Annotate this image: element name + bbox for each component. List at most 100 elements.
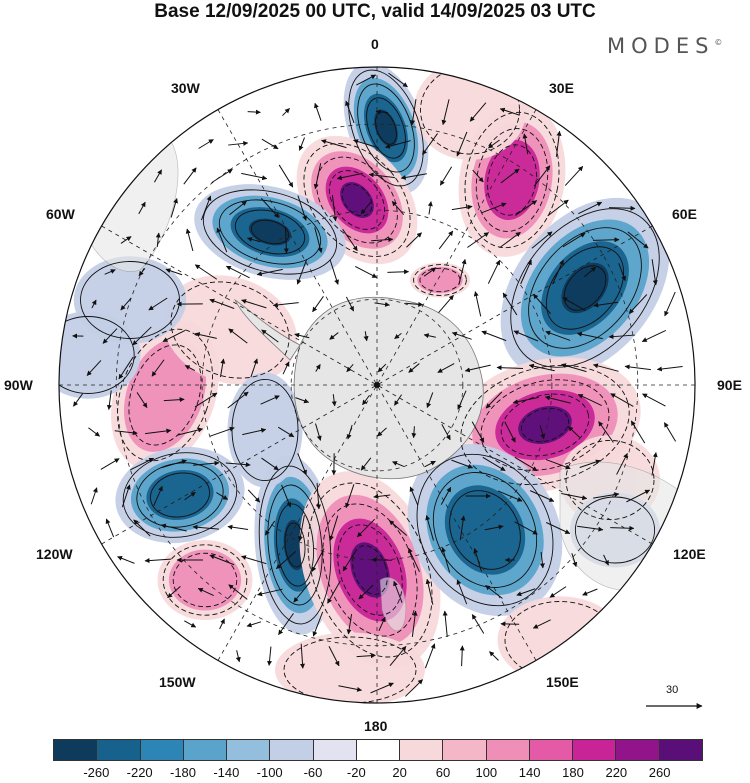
wind-vector [247, 236, 261, 243]
anomaly-level [518, 406, 572, 444]
height-contour [250, 219, 290, 245]
lon-label-30e: 30E [549, 80, 574, 96]
wind-vector [272, 302, 299, 308]
wind-vector [561, 363, 587, 373]
wind-vector [533, 165, 551, 187]
wind-vector [576, 331, 603, 340]
wind-vector [544, 395, 571, 404]
wind-vector [155, 232, 161, 248]
wind-vector [481, 330, 507, 342]
colorbar-tick-label: -140 [213, 765, 240, 780]
wind-vector [516, 588, 536, 597]
wind-vector [515, 200, 538, 216]
wind-vector [315, 423, 322, 441]
positive-anomaly [157, 540, 253, 620]
wind-vector [194, 332, 217, 339]
wind-vector [311, 548, 325, 572]
height-contour [267, 484, 323, 606]
wind-vector [441, 547, 451, 573]
wind-vector [184, 365, 196, 371]
wind-vector [165, 268, 183, 276]
wind-vector [160, 523, 187, 532]
wind-vector [642, 393, 666, 407]
wind-vector [86, 360, 102, 376]
wind-vector [423, 333, 436, 339]
lon-label-0: 0 [371, 36, 379, 52]
colorbar-tick-label: -100 [256, 765, 283, 780]
wind-vector [485, 585, 503, 599]
wind-vector [121, 484, 131, 508]
wind-vector [241, 555, 267, 565]
chart-title: Base 12/09/2025 00 UTC, valid 14/09/2025… [154, 1, 596, 22]
wind-vector [114, 430, 138, 436]
height-contour-group [80, 261, 180, 339]
wind-vector [423, 267, 437, 277]
wind-vector [209, 554, 235, 566]
wind-vector [513, 330, 539, 342]
colorbar-tick-label: 100 [475, 765, 498, 780]
colorbar-tick-label: -260 [83, 765, 110, 780]
wind-vector [120, 297, 132, 311]
height-contour [283, 636, 417, 703]
wind-vector [427, 201, 433, 215]
wind-vector [219, 618, 225, 630]
wind-vector [295, 397, 310, 404]
wind-vector [88, 427, 101, 437]
height-contour [170, 281, 290, 379]
colorbar-swatch [270, 740, 314, 760]
south-pole-marker [374, 382, 380, 388]
wind-vector [91, 299, 97, 309]
wind-vector [227, 524, 249, 530]
wind-vector [626, 489, 651, 503]
wind-vector [630, 420, 646, 444]
wind-vector [451, 331, 472, 340]
wind-vector [592, 363, 619, 372]
colorbar-swatch [54, 740, 98, 760]
wind-vector [73, 393, 83, 407]
wind-vector [345, 100, 355, 124]
wind-vector [425, 514, 434, 541]
height-contour [234, 209, 306, 255]
colorbar-tick-label: 260 [648, 765, 671, 780]
colorbar-swatch [183, 740, 228, 760]
colorbar-swatch [356, 740, 401, 760]
wind-vector [242, 427, 267, 436]
wind-vector [378, 616, 386, 631]
wind-vector [608, 334, 636, 340]
wind-vector [209, 298, 235, 309]
wind-vector [145, 428, 172, 435]
colorbar-swatch [140, 740, 184, 760]
wind-vector [106, 390, 112, 411]
wind-vector [457, 390, 467, 410]
wind-vector [228, 584, 248, 600]
wind-vector [564, 166, 584, 186]
lon-label-90w: 90W [4, 377, 33, 393]
wind-vector [360, 201, 372, 215]
wind-vector [373, 493, 391, 499]
wind-vector [377, 363, 387, 373]
wind-vector [362, 394, 370, 406]
anomaly-level [275, 632, 425, 703]
wind-vector [329, 332, 339, 340]
height-contour-group [283, 636, 417, 703]
wind-vector [197, 587, 214, 597]
wind-vector [451, 459, 474, 469]
height-contour [420, 67, 520, 155]
wind-vectors [72, 72, 683, 697]
wind-vector [451, 204, 473, 211]
wind-vector [346, 613, 353, 635]
wind-vector [473, 291, 482, 317]
wind-vector [246, 621, 262, 628]
wind-vector [260, 395, 280, 405]
height-contour [413, 264, 467, 296]
wind-vector [405, 679, 423, 697]
wind-vector [346, 363, 354, 373]
meridian-line [101, 225, 653, 545]
colorbar-tick-label: -220 [126, 765, 153, 780]
wind-vector [545, 458, 571, 470]
wind-vector [312, 295, 324, 313]
height-contour-group [420, 67, 520, 155]
anomaly-level [413, 67, 527, 160]
wind-vector [211, 168, 233, 184]
wind-vector [624, 364, 651, 371]
